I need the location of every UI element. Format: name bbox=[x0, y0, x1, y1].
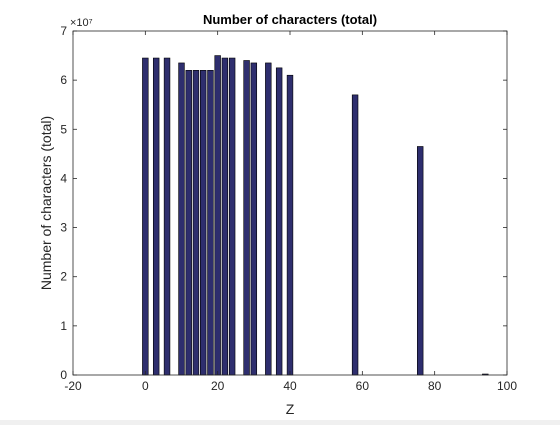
bar bbox=[417, 146, 424, 376]
x-tick-label: 0 bbox=[142, 379, 149, 393]
x-tick-label: 40 bbox=[283, 379, 297, 393]
x-axis-ticks: -20 0 20 40 60 80 100 bbox=[64, 31, 517, 393]
bar bbox=[152, 57, 160, 376]
y-tick-label: 1 bbox=[60, 319, 67, 333]
bar bbox=[192, 70, 200, 376]
y-tick-label: 4 bbox=[60, 171, 67, 185]
bar bbox=[265, 62, 272, 376]
y-axis-label: Number of characters (total) bbox=[38, 116, 54, 290]
bar bbox=[214, 55, 221, 376]
bar bbox=[163, 57, 171, 376]
x-axis-label: Z bbox=[286, 401, 295, 417]
x-tick-label: 100 bbox=[497, 379, 517, 393]
bar bbox=[243, 60, 250, 376]
chart-title: Number of characters (total) bbox=[203, 12, 377, 27]
y-tick-label: 7 bbox=[60, 24, 67, 38]
y-axis-ticks: 0 1 2 3 4 5 6 7 bbox=[60, 24, 507, 382]
y-tick-label: 0 bbox=[60, 368, 67, 382]
bar bbox=[250, 62, 258, 376]
y-tick-label: 3 bbox=[60, 221, 67, 235]
x-tick-label: 60 bbox=[356, 379, 370, 393]
bar bbox=[351, 94, 359, 376]
bar bbox=[142, 57, 149, 376]
bar bbox=[207, 70, 214, 376]
bar bbox=[221, 57, 229, 376]
y-tick-label: 5 bbox=[60, 122, 67, 136]
x-tick-label: -20 bbox=[64, 379, 82, 393]
x-tick-label: 80 bbox=[428, 379, 442, 393]
y-tick-label: 2 bbox=[60, 270, 67, 284]
y-exponent-label: ×10⁷ bbox=[70, 17, 93, 29]
bar bbox=[286, 74, 294, 376]
y-tick-label: 6 bbox=[60, 73, 67, 87]
x-tick-label: 20 bbox=[211, 379, 225, 393]
bar bbox=[200, 70, 207, 376]
bar bbox=[275, 67, 283, 376]
bar bbox=[185, 70, 192, 376]
bar bbox=[228, 57, 236, 376]
bar bbox=[178, 62, 185, 376]
